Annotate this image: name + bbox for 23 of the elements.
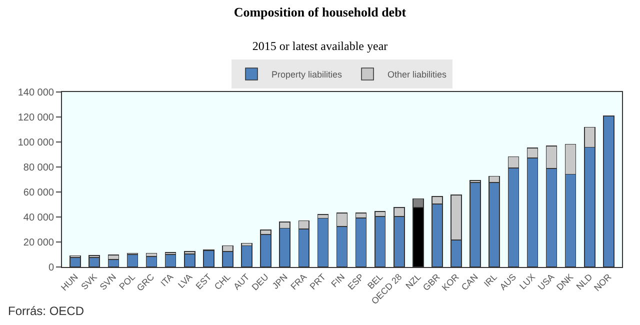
x-tick-label: CHL <box>212 272 232 292</box>
chart-subtitle: 2015 or latest available year <box>252 39 388 54</box>
legend-label: Other liabilities <box>388 70 448 80</box>
x-tick-label: ITA <box>158 272 176 288</box>
legend-label: Property liabilities <box>272 70 343 80</box>
y-tick-label: 120 000 <box>18 112 54 124</box>
x-tick-label: FIN <box>329 272 347 290</box>
x-tick-label: NZL <box>404 272 423 291</box>
y-tick-label: 40 000 <box>23 212 54 224</box>
y-tick-label: 140 000 <box>18 88 54 98</box>
x-tick-label: IRL <box>482 272 499 289</box>
x-tick-label: NLD <box>574 271 595 292</box>
x-tick-label: LVA <box>176 272 194 290</box>
x-tick-label: FRA <box>288 272 308 292</box>
x-tick-label: POL <box>117 272 138 292</box>
text: Forrás: OECD <box>8 304 84 318</box>
x-tick-label: USA <box>536 272 556 292</box>
y-tick-label: 100 000 <box>18 138 54 148</box>
y-tick-label: 20 000 <box>23 238 54 248</box>
y-tick-label: 60 000 <box>23 188 54 198</box>
y-tick-label: 0 <box>48 262 54 274</box>
chart-title: Composition of household debt <box>234 4 407 20</box>
y-tick-label: 80 000 <box>23 162 54 174</box>
